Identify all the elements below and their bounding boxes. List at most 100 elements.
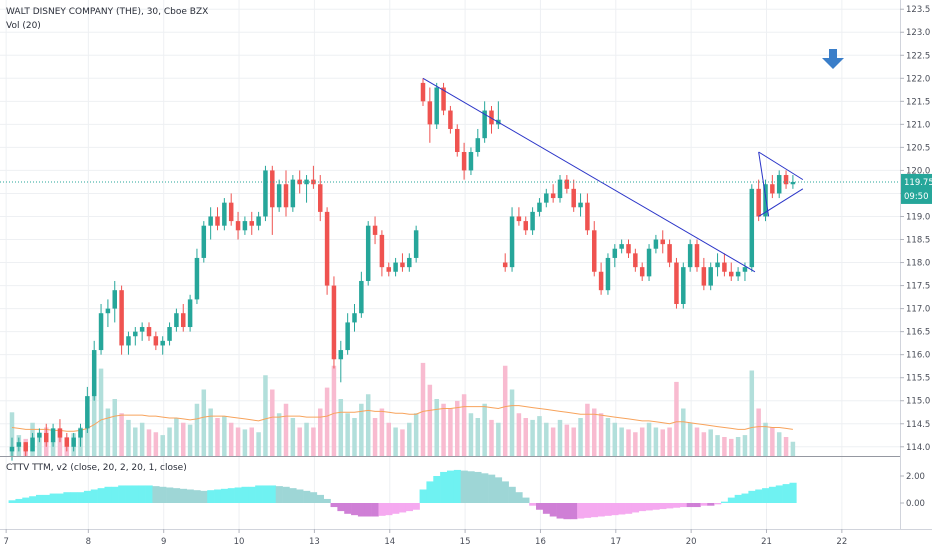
- volume-bar: [37, 432, 42, 456]
- momentum-bar: [125, 485, 133, 503]
- price-tick-label: 121.0: [906, 120, 930, 130]
- momentum-bar: [309, 492, 318, 503]
- candle: [78, 423, 83, 447]
- candle: [181, 304, 186, 332]
- indicator-tick-label: 0.00: [906, 499, 925, 509]
- volume-bar: [338, 399, 344, 456]
- candle-body: [776, 175, 782, 194]
- momentum-bar: [193, 490, 201, 503]
- candle-body: [215, 216, 220, 226]
- candle-body: [146, 327, 152, 337]
- candle-body: [78, 428, 83, 438]
- candle-body: [578, 202, 583, 208]
- candle-body: [126, 336, 131, 346]
- momentum-bar: [371, 503, 379, 517]
- volume-bar: [160, 435, 165, 456]
- momentum-bar: [8, 500, 16, 503]
- candle-body: [119, 290, 124, 346]
- candle: [44, 423, 49, 447]
- momentum-bar: [77, 492, 85, 503]
- candle-body: [85, 396, 90, 429]
- arrow-down-icon: [822, 49, 844, 69]
- candle: [701, 257, 707, 291]
- candle: [605, 253, 611, 295]
- volume-bar: [119, 413, 124, 456]
- candle-body: [44, 432, 49, 443]
- time-tick-label: 10: [234, 537, 245, 547]
- momentum-bar: [357, 503, 366, 517]
- momentum-bar: [378, 503, 386, 516]
- momentum-bar: [179, 488, 187, 503]
- volume-bar: [605, 418, 611, 456]
- candle: [674, 257, 679, 309]
- momentum-bar: [549, 503, 557, 517]
- candle-body: [222, 202, 227, 226]
- volume-bar: [729, 438, 734, 456]
- time-tick-label: 13: [309, 537, 320, 547]
- candle: [85, 386, 90, 433]
- time-tick-label: 21: [761, 537, 772, 547]
- momentum-bar: [638, 503, 646, 512]
- volume-bar: [249, 427, 254, 456]
- candle: [318, 175, 323, 222]
- price-tick-label: 116.0: [906, 351, 930, 361]
- volume-bar: [276, 413, 282, 456]
- volume-bar: [112, 399, 117, 456]
- candle: [434, 82, 439, 129]
- candle: [352, 304, 357, 332]
- candle: [139, 322, 145, 341]
- candle: [516, 207, 522, 226]
- candle-body: [544, 193, 549, 203]
- candle: [215, 207, 220, 231]
- candle-body: [365, 225, 371, 281]
- candle: [283, 170, 289, 217]
- volume-bar: [50, 441, 56, 456]
- momentum-bar: [118, 485, 126, 503]
- candle: [324, 207, 330, 295]
- price-tick-label: 121.5: [906, 97, 930, 107]
- candle-body: [749, 188, 755, 268]
- momentum-bar: [590, 503, 598, 518]
- candle-body: [653, 239, 659, 249]
- momentum-bar: [686, 503, 694, 508]
- candle-body: [331, 285, 337, 360]
- volume-bar: [619, 427, 624, 456]
- candle: [256, 211, 261, 231]
- momentum-bar: [337, 503, 345, 512]
- momentum-bar: [693, 503, 701, 508]
- candle: [297, 170, 302, 194]
- candle: [578, 193, 583, 217]
- candle: [468, 147, 474, 176]
- price-axis[interactable]: 114.0 114.5 115.0 115.5 116.0 116.5 117.0 117.5…: [900, 5, 930, 453]
- momentum-bar: [679, 503, 688, 508]
- momentum-bar: [152, 486, 160, 503]
- candle: [222, 198, 227, 231]
- candle-body: [441, 87, 446, 111]
- candle: [509, 207, 515, 272]
- volume-bar: [215, 418, 220, 456]
- momentum-bar: [755, 489, 763, 503]
- candle: [235, 211, 241, 240]
- candle: [585, 193, 590, 235]
- indicator-axis[interactable]: 2.00 0.00: [900, 472, 925, 509]
- indicator-legend[interactable]: CTTV TTM, v2 (close, 20, 2, 20, 1, close…: [6, 463, 187, 473]
- volume-bar: [646, 422, 652, 456]
- volume-legend[interactable]: Vol (20): [6, 21, 41, 31]
- momentum-bar: [145, 485, 153, 503]
- momentum-bar: [56, 493, 64, 503]
- symbol-legend[interactable]: WALT DISNEY COMPANY (THE), 30, Cboe BZX: [6, 7, 209, 17]
- momentum-bar: [248, 486, 256, 503]
- volume-bar: [701, 432, 707, 456]
- momentum-bar: [666, 503, 674, 509]
- candle-body: [571, 188, 576, 208]
- candle-body: [715, 262, 720, 268]
- time-axis[interactable]: 7 8 9 10 13 14 15 16 17 20 21 22: [3, 529, 847, 547]
- volume-bar: [639, 427, 645, 456]
- volume-bar: [324, 387, 330, 456]
- candle: [242, 216, 248, 235]
- momentum-bar: [63, 492, 71, 503]
- candle-body: [537, 202, 542, 212]
- trendline: [758, 151, 804, 181]
- price-tick-label: 115.0: [906, 397, 930, 407]
